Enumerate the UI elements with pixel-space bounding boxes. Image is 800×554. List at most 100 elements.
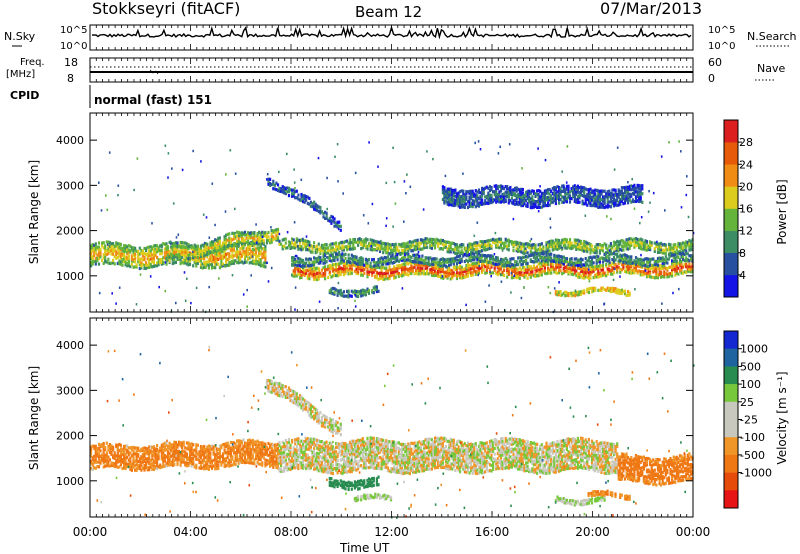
data-cell [93,461,96,465]
data-cell [185,253,188,257]
data-cell [152,261,155,265]
data-cell [361,273,364,277]
data-cell [642,244,645,248]
data-cell [623,244,627,248]
data-cell [440,273,443,277]
data-cell [592,265,595,269]
data-cell [575,269,578,273]
data-cell [258,251,261,255]
data-cell [634,190,638,194]
data-cell [166,247,170,252]
data-cell [361,265,364,269]
data-cell [584,199,587,203]
data-cell [389,273,393,278]
data-cell [284,192,287,196]
data-cell [506,263,509,267]
data-cell [214,223,216,227]
data-cell [369,261,372,265]
data-cell [446,193,449,197]
data-cell [143,468,146,472]
data-cell [452,198,455,202]
data-cell [503,195,506,199]
data-cell [344,294,347,298]
data-cell [107,455,110,459]
data-cell [451,190,454,194]
data-cell [573,271,576,275]
data-cell [645,266,649,270]
data-cell [199,246,203,250]
colorbar-swatch [724,208,738,231]
data-cell [94,460,97,464]
data-cell [193,257,196,261]
data-cell [357,240,360,244]
freq-left-tick-top: 18 [64,56,78,69]
data-cell [521,244,524,249]
data-cell [446,189,449,193]
data-cell [689,242,693,246]
data-cell [484,259,487,263]
data-cell [481,244,484,249]
data-cell [583,246,586,250]
data-cell [291,192,294,196]
data-cell [380,271,383,275]
data-cell [597,266,600,270]
data-cell [270,266,273,270]
data-cell [460,265,463,269]
data-cell [479,259,482,263]
data-cell [399,245,402,249]
data-cell [225,233,228,237]
data-cell [460,257,463,261]
data-cell [545,258,548,262]
data-cell [612,251,616,256]
data-cell [622,239,625,243]
data-cell [441,197,444,202]
data-cell [669,248,672,252]
data-cell [655,244,658,248]
data-cell [185,256,188,260]
data-cell [594,188,597,192]
data-cell [149,262,152,266]
data-cell [641,258,644,262]
data-cell [466,247,470,252]
data-cell [473,192,476,196]
data-cell [156,467,159,471]
data-cell [416,266,419,270]
data-cell [525,270,528,274]
data-cell [612,289,616,293]
data-cell [589,260,592,264]
data-cell [291,246,294,250]
data-cell [247,233,250,237]
data-cell [466,205,470,210]
data-cell [306,243,309,247]
data-cell [210,258,214,262]
data-cell [601,286,605,290]
data-cell [465,195,468,199]
data-cell [608,200,611,204]
data-cell [401,287,404,290]
data-cell [616,252,619,256]
data-cell [479,244,482,248]
data-cell [490,265,493,269]
data-cell [311,263,314,267]
data-cell [584,273,587,277]
data-cell [113,451,116,455]
data-cell [462,192,465,196]
data-cell [575,273,578,277]
data-cell [291,263,294,267]
data-cell [627,261,630,265]
freq-left-tick-bottom: 8 [67,72,74,85]
data-cell [438,274,441,278]
data-cell [625,264,628,268]
data-cell [499,189,503,193]
data-cell [619,198,622,202]
data-cell [215,257,218,261]
data-cell [663,275,666,279]
data-cell [525,268,528,272]
data-cell [553,241,556,245]
data-cell [407,255,410,259]
data-cell [468,263,471,267]
data-cell [622,248,625,252]
data-cell [485,247,488,252]
data-cell [675,267,678,271]
data-cell [446,265,449,269]
